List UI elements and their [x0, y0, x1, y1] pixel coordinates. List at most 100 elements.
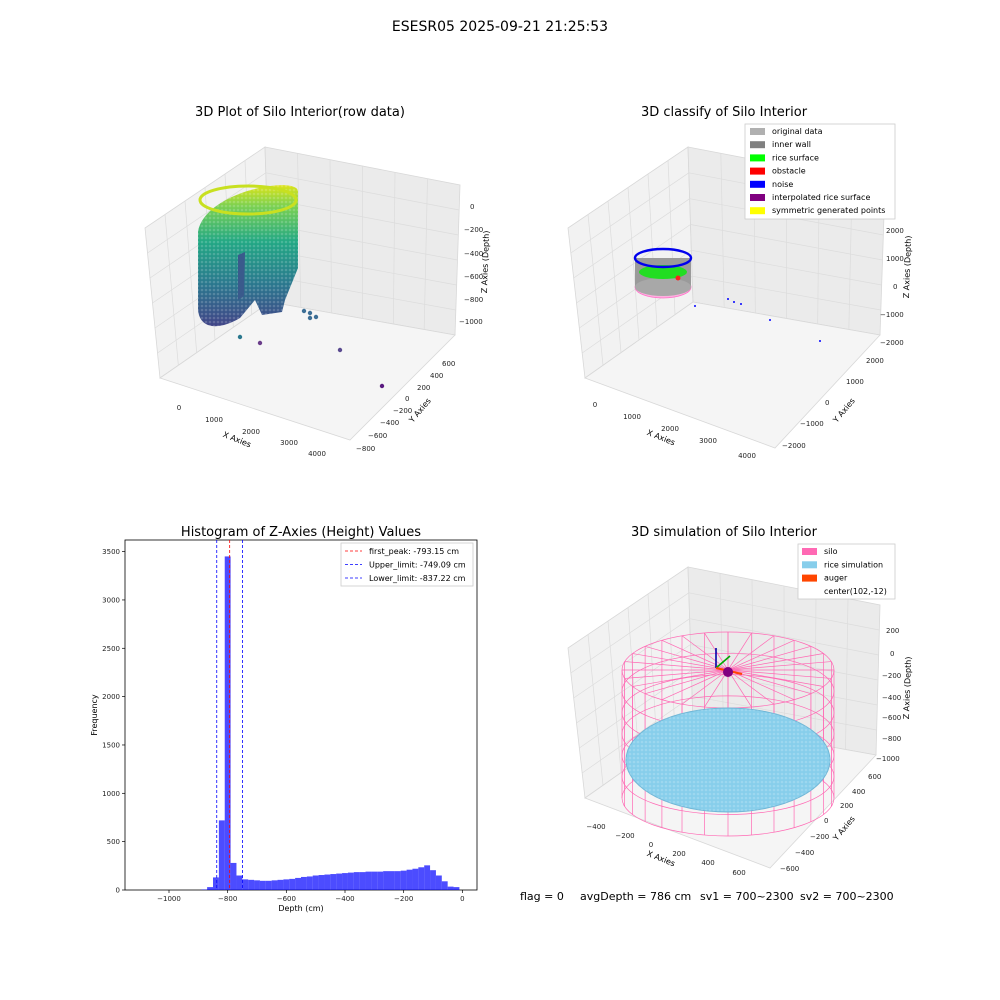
- histogram-x-tick-label: −200: [394, 895, 413, 903]
- sim-z-tick: −1000: [876, 755, 900, 763]
- silo-wire-spoke: [624, 669, 729, 679]
- raw-y-tick: −800: [356, 445, 375, 453]
- histogram-bar: [207, 887, 213, 890]
- silo-wire-spoke: [727, 653, 824, 671]
- raw-x-tick: 4000: [308, 450, 326, 458]
- raw-z-tick: −200: [464, 226, 483, 234]
- histogram-bar: [389, 871, 395, 890]
- classify-x-tick: 1000: [623, 413, 641, 421]
- sim-y-tick: −400: [795, 849, 814, 857]
- classify-legend-swatch: [750, 141, 765, 149]
- histogram-y-tick-label: 500: [107, 838, 120, 846]
- histogram-plot-area: [124, 539, 478, 891]
- raw-outlier-points: [237, 308, 385, 389]
- footer-sv2: sv2 = 700~2300: [800, 890, 894, 903]
- sim-y-tick: 400: [852, 788, 865, 796]
- sim-y-tick: −600: [780, 865, 799, 873]
- grid-line: [692, 275, 881, 311]
- histogram-bar: [453, 887, 460, 890]
- sim-z-tick: −600: [882, 714, 901, 722]
- sim-z-label: Z Axies (Depth): [902, 656, 913, 719]
- classify-x-tick: 3000: [699, 437, 717, 445]
- histogram-bar: [301, 876, 307, 890]
- sim-x-tick: −400: [586, 823, 605, 831]
- histogram-bar: [365, 871, 372, 890]
- raw-silo-rim: [198, 184, 298, 216]
- raw-y-tick: 400: [430, 372, 443, 380]
- raw-z-tick: −600: [464, 273, 483, 281]
- raw-z-tick: −1000: [459, 318, 483, 326]
- histogram-legend-box: [340, 542, 474, 587]
- histogram-bar: [330, 874, 337, 890]
- sim-y-tick: 0: [824, 817, 828, 825]
- sim-x-tick: 600: [732, 869, 745, 877]
- classify-noise-point: [740, 303, 742, 305]
- histogram-bar: [324, 874, 331, 890]
- histogram-bar: [254, 880, 260, 890]
- classify-noise-point: [694, 305, 696, 307]
- histogram-bar: [218, 820, 225, 890]
- classify-legend-label: obstacle: [772, 167, 806, 176]
- histogram-y-tick-label: 2500: [102, 645, 120, 653]
- histogram-bar: [259, 880, 266, 890]
- classify-legend-label: noise: [772, 180, 793, 189]
- histogram-y-tick-label: 1000: [102, 790, 120, 798]
- histogram-bar: [406, 869, 413, 890]
- sim-legend-swatch: [802, 561, 817, 569]
- silo-wire-spoke: [727, 661, 832, 671]
- sim-x-tick: 200: [672, 850, 685, 858]
- raw-z-label: Z Axies (Depth): [480, 230, 491, 293]
- silo-wire-spoke: [632, 653, 729, 671]
- panel-classify-3d: 3D classify of Silo Interior original da…: [567, 105, 913, 460]
- classify-x-tick: 0: [593, 401, 597, 409]
- sim-y-label: Y Axies: [831, 814, 857, 843]
- raw-y-tick: −200: [393, 407, 412, 415]
- histogram-bar: [242, 879, 249, 890]
- classify-z-tick: 2000: [886, 227, 904, 235]
- histogram-bar: [441, 881, 448, 890]
- classify-legend-label: original data: [772, 127, 823, 136]
- classify-y-tick: −2000: [782, 442, 806, 450]
- classify-z-tick: −1000: [880, 311, 904, 319]
- histogram-legend-label: first_peak: -793.15 cm: [369, 547, 459, 556]
- histogram-bar: [353, 872, 360, 890]
- histogram-bar: [312, 875, 319, 890]
- sim-center-marker: [723, 667, 733, 677]
- sim-axis-y: [715, 655, 731, 669]
- sim-rice-texture: [626, 708, 830, 812]
- histogram-y-tick-label: 3500: [102, 548, 120, 556]
- histogram-y-tick-label: 1500: [102, 741, 120, 749]
- footer-sv1: sv1 = 700~2300: [700, 890, 794, 903]
- sim-y-tick: 200: [840, 802, 853, 810]
- classify-legend-swatch: [750, 207, 765, 215]
- silo-wire-spoke: [727, 632, 752, 671]
- raw-x-tick: 1000: [205, 416, 223, 424]
- sim-y-tick: 600: [868, 773, 881, 781]
- histogram-bar: [418, 867, 425, 890]
- histogram-bar: [400, 870, 407, 890]
- histogram-bar: [430, 870, 436, 890]
- histogram-y-tick-label: 3000: [102, 596, 120, 604]
- histogram-bar: [295, 877, 301, 890]
- histogram-vlines: [216, 540, 244, 890]
- classify-legend: original data inner wall rice surface obsta…: [744, 123, 896, 220]
- histogram-x-tick-label: −1000: [157, 895, 181, 903]
- classify-noise-point: [733, 301, 735, 303]
- sim-z-tick: −400: [882, 694, 901, 702]
- sim-z-tick: −200: [882, 672, 901, 680]
- raw-z-tick: −800: [464, 296, 483, 304]
- classify-z-tick: −2000: [880, 339, 904, 347]
- histogram-bars: [201, 556, 460, 890]
- panel-raw-title: 3D Plot of Silo Interior(row data): [195, 105, 405, 120]
- sim-legend-label: auger: [824, 574, 848, 583]
- histogram-bar: [424, 865, 431, 890]
- classify-legend-swatch: [750, 128, 765, 135]
- raw-silo-texture: [198, 185, 299, 327]
- classify-legend-box: [744, 123, 896, 220]
- histogram-bar: [383, 871, 389, 890]
- panel-histogram: Histogram of Z-Axies (Height) Values −10…: [90, 525, 478, 913]
- raw-outlier-point: [379, 383, 385, 389]
- histogram-bar: [412, 868, 419, 890]
- classify-x-tick: 2000: [661, 425, 679, 433]
- classify-noise-point: [769, 319, 771, 321]
